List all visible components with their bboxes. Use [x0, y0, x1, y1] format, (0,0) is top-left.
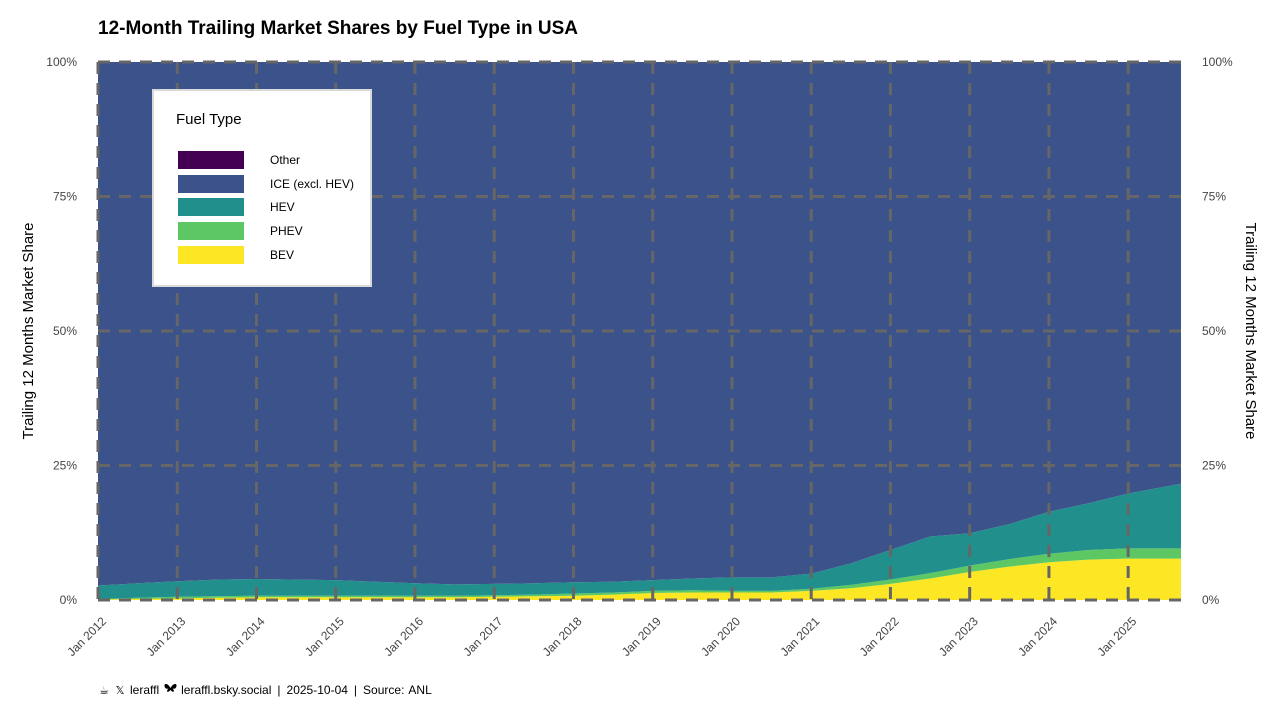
y-tick-label-left: 100%: [46, 55, 77, 69]
x-logo-icon: 𝕏: [115, 684, 125, 697]
legend-swatch-bev: [178, 246, 244, 264]
area-bev: [98, 558, 1181, 600]
legend-label-other: Other: [270, 153, 301, 167]
y-axis-title-left: Trailing 12 Months Market Share: [20, 222, 37, 439]
legend-entry-bev: BEV: [178, 246, 368, 264]
legend: Fuel Type Other ICE (excl. HEV) HEV PHEV…: [152, 89, 372, 287]
footer-handle-x[interactable]: leraffl: [130, 683, 160, 697]
x-tick-label: Jan 2019: [619, 614, 664, 659]
y-tick-label-right: 25%: [1202, 459, 1226, 473]
footer: ☕ 𝕏 leraffl leraffl.bsky.social | 2025-1…: [98, 683, 432, 697]
x-tick-label: Jan 2016: [381, 614, 426, 659]
x-tick-label: Jan 2023: [936, 614, 981, 659]
footer-source-label: Source:: [363, 683, 405, 697]
y-axis-title-right: Trailing 12 Months Market Share: [1242, 222, 1259, 439]
footer-handle-bsky[interactable]: leraffl.bsky.social: [181, 683, 272, 697]
footer-date: 2025-10-04: [286, 683, 348, 697]
legend-entry-hev: HEV: [178, 198, 368, 216]
legend-swatch-ice: [178, 175, 244, 193]
x-tick-label: Jan 2017: [461, 614, 506, 659]
footer-source: ANL: [408, 683, 432, 697]
y-tick-label-right: 50%: [1202, 324, 1226, 338]
y-tick-label-left: 50%: [53, 324, 77, 338]
legend-title: Fuel Type: [176, 111, 242, 128]
x-tick-label: Jan 2020: [698, 614, 743, 659]
y-tick-label-left: 75%: [53, 190, 77, 204]
x-tick-label: Jan 2012: [64, 614, 109, 659]
legend-label-hev: HEV: [270, 200, 295, 214]
legend-swatch-phev: [178, 222, 244, 240]
butterfly-icon: [163, 683, 177, 697]
legend-entry-ice: ICE (excl. HEV): [178, 175, 368, 193]
coffee-icon: ☕: [99, 684, 109, 697]
y-tick-label-right: 0%: [1202, 593, 1220, 607]
y-tick-label-left: 0%: [60, 593, 78, 607]
x-tick-label: Jan 2014: [223, 614, 268, 659]
chart-title: 12-Month Trailing Market Shares by Fuel …: [98, 18, 579, 39]
area-hev: [98, 483, 1181, 599]
x-tick-label: Jan 2025: [1094, 614, 1139, 659]
x-tick-label: Jan 2015: [302, 614, 347, 659]
x-tick-label: Jan 2018: [540, 614, 585, 659]
footer-separator: |: [277, 683, 281, 697]
legend-label-phev: PHEV: [270, 224, 303, 238]
footer-separator: |: [353, 683, 358, 697]
area-phev: [98, 548, 1181, 600]
y-tick-label-right: 100%: [1202, 55, 1233, 69]
x-tick-label: Jan 2022: [857, 614, 902, 659]
legend-entry-other: Other: [178, 151, 368, 169]
legend-label-ice: ICE (excl. HEV): [270, 177, 355, 191]
legend-entry-phev: PHEV: [178, 222, 368, 240]
legend-label-bev: BEV: [270, 248, 295, 262]
x-tick-label: Jan 2021: [777, 614, 822, 659]
legend-swatch-hev: [178, 198, 244, 216]
y-tick-label-left: 25%: [53, 459, 77, 473]
legend-swatch-other: [178, 151, 244, 169]
x-tick-label: Jan 2024: [1015, 614, 1060, 659]
x-tick-label: Jan 2013: [144, 614, 189, 659]
y-tick-label-right: 75%: [1202, 190, 1226, 204]
